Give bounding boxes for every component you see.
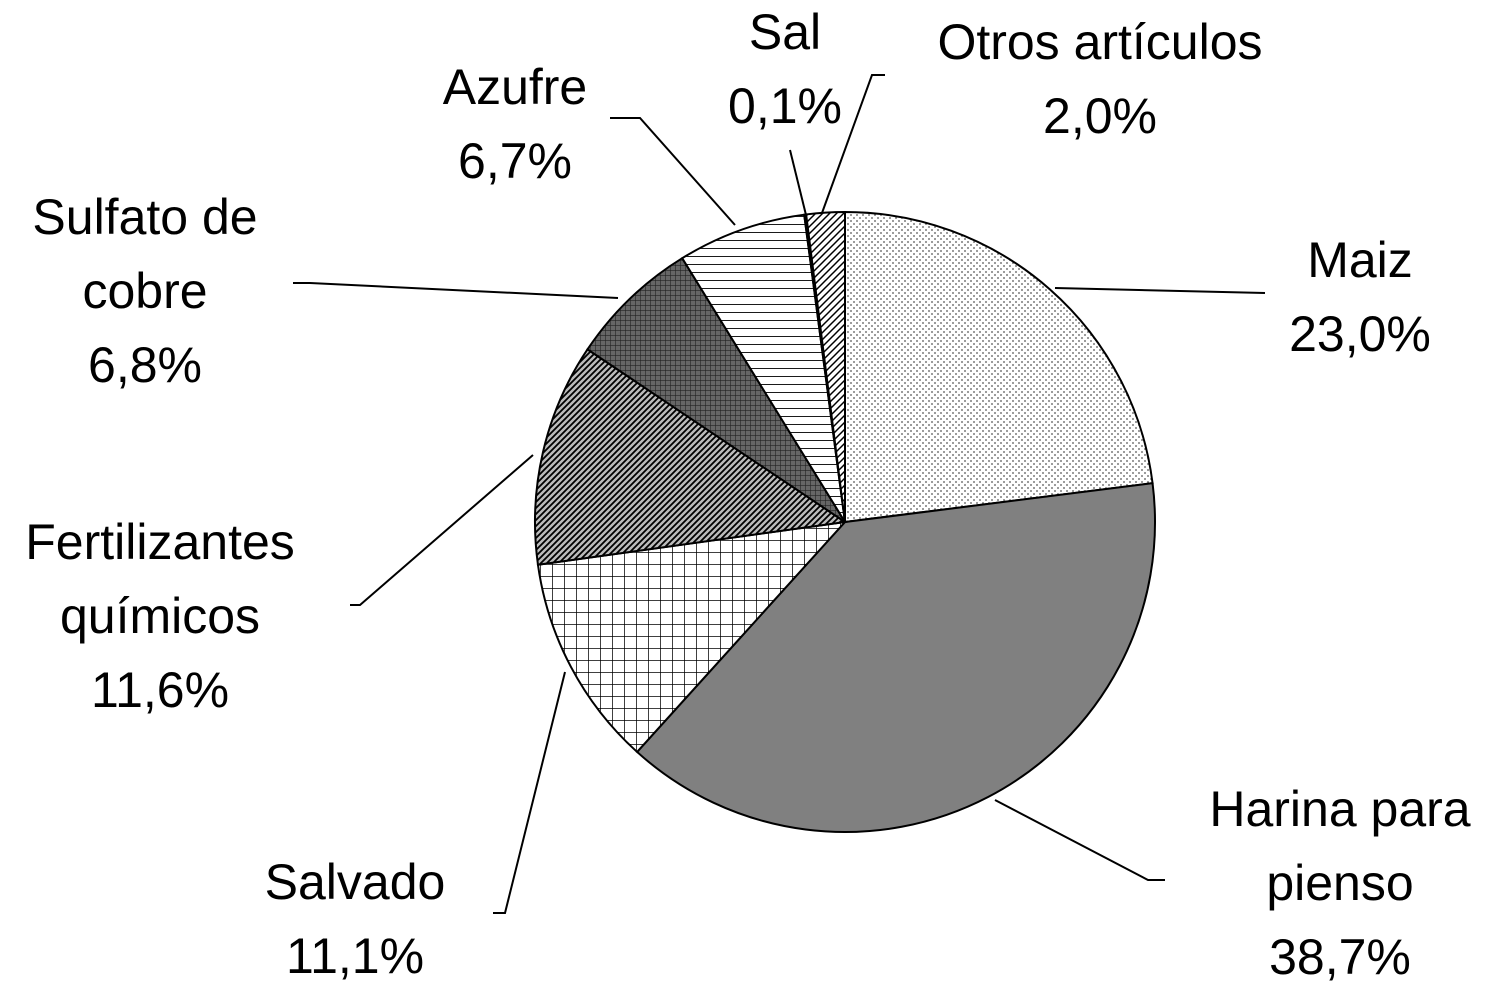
value-label: 38,7%: [1269, 929, 1411, 985]
slice-label: Azufre 6,7%: [385, 50, 645, 198]
pie-slice: [844, 210, 1154, 524]
slice-label: Sal 0,1%: [685, 0, 885, 143]
leader-line: [610, 117, 736, 226]
value-label: 11,1%: [285, 928, 425, 984]
leader-line: [789, 149, 807, 216]
slice-label: Fertilizantes químicos 11,6%: [0, 505, 330, 727]
slice-label: Otros artículos 2,0%: [870, 5, 1330, 153]
category-label: Maiz: [1307, 232, 1413, 288]
category-label: Azufre: [442, 59, 588, 115]
slice-label: Harina para pienso 38,7%: [1175, 772, 1500, 994]
category-label: Otros artículos: [937, 14, 1263, 70]
value-label: 0,1%: [728, 78, 842, 134]
value-label: 11,6%: [90, 662, 230, 718]
pie-slice: [586, 256, 846, 523]
value-label: 6,8%: [88, 337, 202, 393]
value-label: 6,7%: [458, 133, 572, 189]
leader-line: [1054, 287, 1266, 294]
slice-label: Sulfato de cobre 6,8%: [0, 180, 295, 402]
slice-label: Maiz 23,0%: [1230, 223, 1490, 371]
value-label: 2,0%: [1043, 88, 1157, 144]
leader-line: [493, 671, 566, 914]
category-label: Sulfato de cobre: [32, 189, 258, 319]
category-label: Fertilizantes químicos: [25, 514, 295, 644]
leader-line: [350, 454, 534, 606]
pie-slice: [534, 347, 848, 566]
pie-slice: [536, 520, 848, 754]
category-label: Harina para pienso: [1209, 781, 1471, 911]
leader-line: [293, 282, 619, 299]
category-label: Sal: [748, 4, 822, 60]
pie-slice: [635, 482, 1156, 833]
leader-line: [994, 799, 1165, 881]
category-label: Salvado: [264, 854, 446, 910]
value-label: 23,0%: [1289, 306, 1431, 362]
pie-slice: [680, 213, 846, 523]
leader-line: [821, 74, 885, 214]
slice-label: Salvado 11,1%: [205, 845, 505, 993]
